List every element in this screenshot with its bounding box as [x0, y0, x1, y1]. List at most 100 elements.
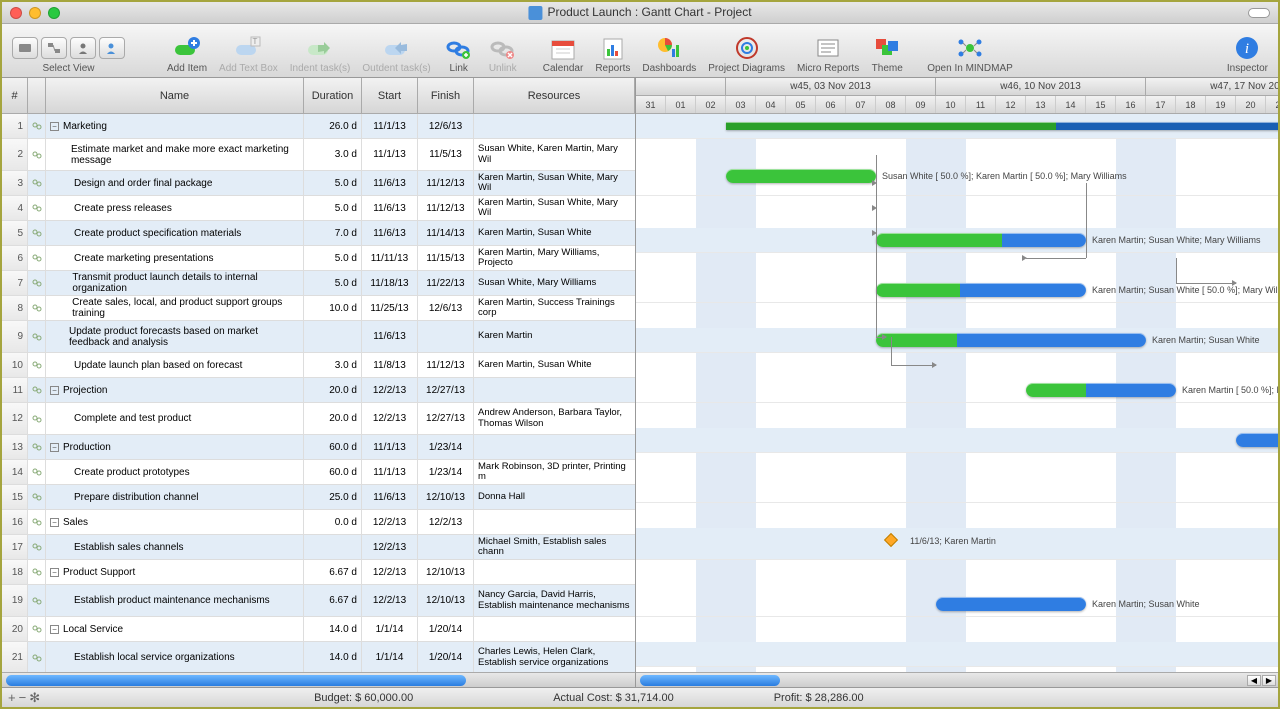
start-cell[interactable]: 1/1/14 [362, 617, 418, 641]
link-button[interactable]: Link [437, 24, 481, 77]
task-row[interactable]: 11−Projection20.0 d12/2/1312/27/13 [2, 378, 635, 403]
resources-cell[interactable]: Donna Hall [474, 485, 635, 509]
collapse-icon[interactable]: − [50, 386, 59, 395]
theme-button[interactable]: Theme [865, 24, 909, 77]
row-link-icon[interactable] [28, 171, 46, 195]
task-name-cell[interactable]: Create marketing presentations [46, 246, 304, 270]
col-icon[interactable] [28, 78, 46, 113]
finish-cell[interactable]: 12/10/13 [418, 485, 474, 509]
task-row[interactable]: 9Update product forecasts based on marke… [2, 321, 635, 353]
collapse-icon[interactable]: − [50, 625, 59, 634]
finish-cell[interactable]: 11/15/13 [418, 246, 474, 270]
gantt-body[interactable]: Susan White [ 50.0 %]; Karen Martin [ 50… [636, 114, 1278, 672]
gantt-row[interactable] [636, 114, 1278, 139]
task-name-cell[interactable]: Update launch plan based on forecast [46, 353, 304, 377]
finish-cell[interactable]: 12/2/13 [418, 510, 474, 534]
remove-row-button[interactable]: − [19, 690, 27, 706]
task-row[interactable]: 7Transmit product launch details to inte… [2, 271, 635, 296]
task-name-cell[interactable]: Create product prototypes [46, 460, 304, 484]
finish-cell[interactable]: 1/20/14 [418, 642, 474, 672]
duration-cell[interactable]: 20.0 d [304, 403, 362, 434]
grid-hscroll[interactable] [2, 672, 635, 687]
task-name-cell[interactable]: Transmit product launch details to inter… [46, 271, 304, 295]
col-num[interactable]: # [2, 78, 28, 113]
col-start[interactable]: Start [362, 78, 418, 113]
task-bar[interactable]: Susan White [ 50.0 %]; Karen Martin [ 50… [726, 169, 876, 183]
dashboards-button[interactable]: Dashboards [636, 24, 702, 77]
task-row[interactable]: 4Create press releases5.0 d11/6/1311/12/… [2, 196, 635, 221]
task-row[interactable]: 5Create product specification materials7… [2, 221, 635, 246]
duration-cell[interactable]: 5.0 d [304, 171, 362, 195]
resources-cell[interactable] [474, 617, 635, 641]
grid-body[interactable]: 1−Marketing26.0 d11/1/1312/6/132Estimate… [2, 114, 635, 672]
task-name-cell[interactable]: −Production [46, 435, 304, 459]
resources-cell[interactable]: Karen Martin, Susan White, Mary Wil [474, 196, 635, 220]
row-link-icon[interactable] [28, 378, 46, 402]
resources-cell[interactable]: Karen Martin [474, 321, 635, 352]
task-bar[interactable] [1236, 433, 1278, 447]
row-link-icon[interactable] [28, 139, 46, 170]
row-link-icon[interactable] [28, 196, 46, 220]
start-cell[interactable]: 11/6/13 [362, 321, 418, 352]
resources-cell[interactable]: Charles Lewis, Helen Clark, Establish se… [474, 642, 635, 672]
row-link-icon[interactable] [28, 642, 46, 672]
resources-cell[interactable]: Karen Martin, Susan White, Mary Wil [474, 171, 635, 195]
gantt-row[interactable] [636, 642, 1278, 667]
resources-cell[interactable] [474, 114, 635, 138]
reports-button[interactable]: Reports [589, 24, 636, 77]
task-name-cell[interactable]: Create sales, local, and product support… [46, 296, 304, 320]
resources-cell[interactable] [474, 378, 635, 402]
resources-cell[interactable]: Nancy Garcia, David Harris, Establish ma… [474, 585, 635, 616]
finish-cell[interactable] [418, 535, 474, 559]
task-row[interactable]: 6Create marketing presentations5.0 d11/1… [2, 246, 635, 271]
row-link-icon[interactable] [28, 460, 46, 484]
task-name-cell[interactable]: −Marketing [46, 114, 304, 138]
resources-cell[interactable]: Karen Martin, Success Trainings corp [474, 296, 635, 320]
duration-cell[interactable]: 60.0 d [304, 435, 362, 459]
finish-cell[interactable]: 12/27/13 [418, 403, 474, 434]
start-cell[interactable]: 11/1/13 [362, 460, 418, 484]
add-textbox-button[interactable]: TAdd Text Box [213, 24, 284, 77]
start-cell[interactable]: 12/2/13 [362, 510, 418, 534]
add-row-button[interactable]: + [8, 690, 16, 706]
milestone-marker[interactable] [884, 533, 898, 547]
resources-cell[interactable]: Mark Robinson, 3D printer, Printing m [474, 460, 635, 484]
start-cell[interactable]: 11/1/13 [362, 114, 418, 138]
collapse-icon[interactable]: − [50, 122, 59, 131]
duration-cell[interactable] [304, 321, 362, 352]
task-row[interactable]: 18−Product Support6.67 d12/2/1312/10/13 [2, 560, 635, 585]
task-row[interactable]: 10Update launch plan based on forecast3.… [2, 353, 635, 378]
task-row[interactable]: 19Establish product maintenance mechanis… [2, 585, 635, 617]
row-link-icon[interactable] [28, 246, 46, 270]
row-link-icon[interactable] [28, 585, 46, 616]
finish-cell[interactable]: 12/6/13 [418, 114, 474, 138]
duration-cell[interactable]: 6.67 d [304, 560, 362, 584]
task-bar[interactable]: Karen Martin; Susan White [ 50.0 %]; Mar… [876, 283, 1086, 297]
duration-cell[interactable]: 14.0 d [304, 642, 362, 672]
start-cell[interactable]: 11/11/13 [362, 246, 418, 270]
resources-cell[interactable]: Karen Martin, Susan White [474, 353, 635, 377]
row-link-icon[interactable] [28, 617, 46, 641]
start-cell[interactable]: 11/18/13 [362, 271, 418, 295]
start-cell[interactable]: 11/6/13 [362, 485, 418, 509]
unlink-button[interactable]: Unlink [481, 24, 525, 77]
summary-bar[interactable] [726, 122, 1278, 130]
diagrams-button[interactable]: Project Diagrams [702, 24, 791, 77]
task-bar[interactable]: Karen Martin [ 50.0 %]; Mary Williams; P… [1026, 383, 1176, 397]
gantt-row[interactable]: Karen Martin; Susan White [636, 328, 1278, 353]
gantt-row[interactable]: Karen Martin; Susan White; Mary Williams [636, 228, 1278, 253]
finish-cell[interactable]: 12/27/13 [418, 378, 474, 402]
task-row[interactable]: 16−Sales0.0 d12/2/1312/2/13 [2, 510, 635, 535]
task-name-cell[interactable]: Estimate market and make more exact mark… [46, 139, 304, 170]
resources-cell[interactable] [474, 560, 635, 584]
finish-cell[interactable] [418, 321, 474, 352]
view-folder-button[interactable] [12, 37, 38, 59]
duration-cell[interactable]: 10.0 d [304, 296, 362, 320]
row-link-icon[interactable] [28, 535, 46, 559]
duration-cell[interactable]: 3.0 d [304, 139, 362, 170]
duration-cell[interactable]: 6.67 d [304, 585, 362, 616]
start-cell[interactable]: 1/1/14 [362, 642, 418, 672]
task-row[interactable]: 2Estimate market and make more exact mar… [2, 139, 635, 171]
gantt-row[interactable]: Karen Martin; Susan White [ 50.0 %]; Mar… [636, 278, 1278, 303]
gantt-row[interactable]: 11/6/13; Karen Martin [636, 528, 1278, 560]
